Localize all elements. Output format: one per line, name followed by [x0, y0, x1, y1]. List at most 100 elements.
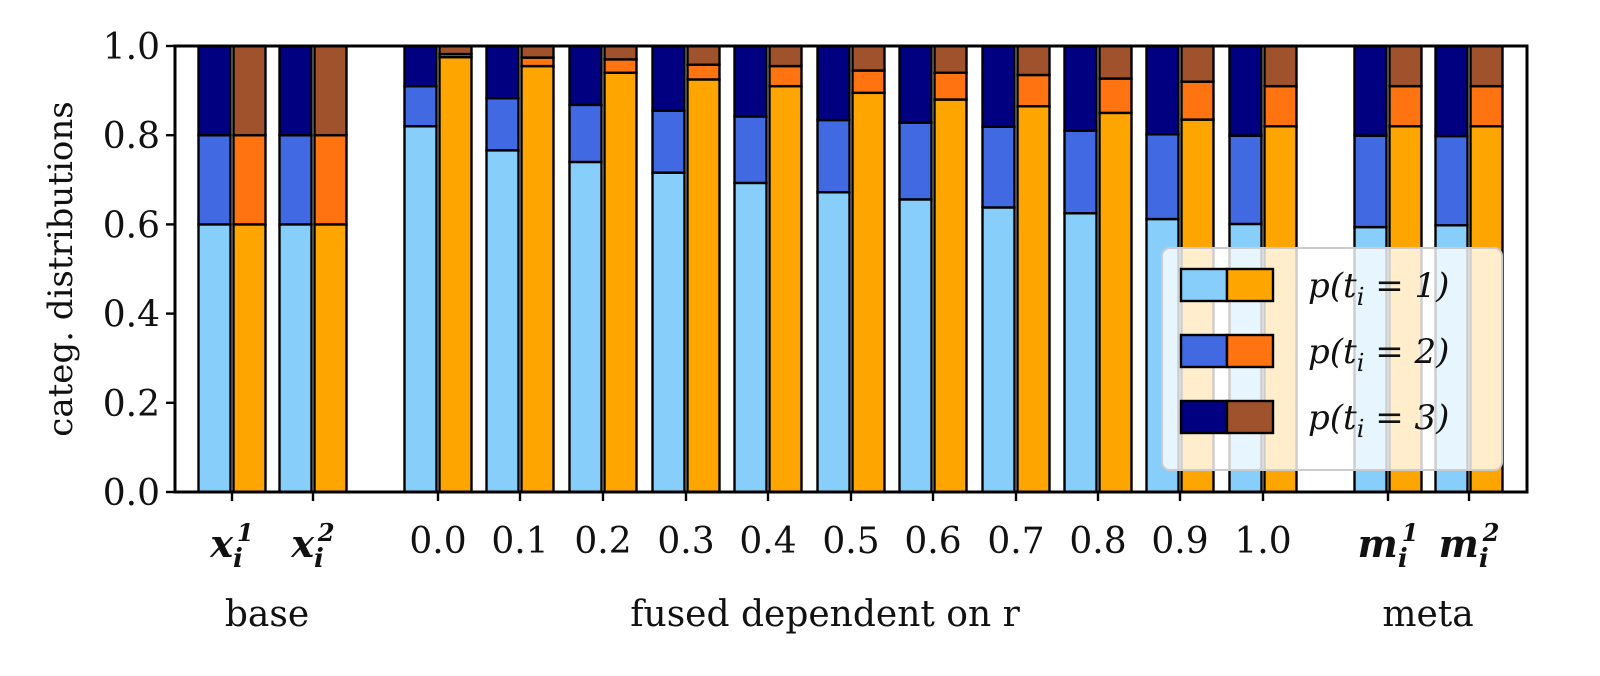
bar-segment-g0-right-t2	[232, 133, 267, 226]
bar-segment-g11-left-t3	[1145, 44, 1180, 136]
x-tick-label-main: m	[1439, 521, 1479, 566]
bar-segment-g3-right-t2	[520, 56, 555, 68]
x-tick-label: 0.3	[657, 521, 714, 562]
legend-label-tail: = 3)	[1364, 398, 1449, 438]
bar-segment-g0-left-t3	[197, 44, 232, 137]
bar-segment-g2-left-t1	[403, 125, 438, 494]
x-tick-label: 0.9	[1151, 521, 1208, 562]
y-axis-label: categ. distributions	[41, 101, 81, 436]
bar-segment-g1-left-t1	[278, 223, 313, 494]
legend-label-text: p(t	[1308, 266, 1357, 306]
bar-segment-g8-right-t2	[933, 71, 968, 101]
legend-swatch-left-1	[1179, 267, 1229, 303]
bar-segment-g6-left-t2	[733, 115, 768, 185]
bar-segment-g14-right-t3	[1469, 44, 1504, 88]
legend-label-tail: = 1)	[1364, 266, 1449, 306]
bar-segment-g7-right-t3	[851, 44, 886, 72]
bar-segment-g2-left-t2	[403, 84, 438, 128]
bar-segment-g9-right-t1	[1016, 105, 1051, 494]
bar-segment-g5-left-t3	[651, 44, 686, 112]
x-tick-label-sup: 1	[237, 518, 254, 547]
legend-swatch-right-3	[1225, 399, 1275, 435]
x-tick-label-sub: i	[1398, 544, 1408, 574]
bar-segment-g4-right-t1	[603, 71, 638, 494]
bar-segment-g0-left-t1	[197, 223, 232, 494]
x-tick-label: 0.7	[987, 521, 1044, 562]
bar-segment-g12-left-t2	[1228, 134, 1263, 226]
bar-segment-g11-left-t2	[1145, 133, 1180, 221]
bar-segment-g1-right-t1	[313, 223, 348, 494]
bar-segment-g5-right-t2	[686, 63, 721, 81]
y-tick-label: 0.0	[103, 473, 160, 514]
x-tick-label: 0.1	[491, 521, 548, 562]
y-tick-label: 0.4	[103, 295, 160, 336]
bar-segment-g3-left-t3	[485, 44, 520, 100]
x-tick-label: 0.2	[574, 521, 631, 562]
bar-segment-g9-left-t1	[981, 206, 1016, 494]
bar-segment-g3-left-t1	[485, 149, 520, 494]
legend-swatch-right-1	[1225, 267, 1275, 303]
section-label-fused: fused dependent on r	[630, 594, 1020, 635]
x-tick-label: mi2	[1439, 518, 1500, 574]
bar-segment-g4-left-t2	[568, 103, 603, 164]
legend-label-2: p(ti = 2)	[1308, 332, 1449, 377]
x-tick-label-sup: 1	[1402, 518, 1419, 547]
bar-segment-g13-right-t2	[1388, 84, 1423, 128]
bar-segment-g14-right-t2	[1469, 84, 1504, 128]
bar-segment-g2-right-t1	[438, 55, 473, 494]
bar-segment-g5-left-t2	[651, 109, 686, 174]
bar-segment-g12-left-t3	[1228, 44, 1263, 137]
bar-segment-g6-left-t3	[733, 44, 768, 118]
bar-segment-g11-right-t3	[1180, 44, 1215, 83]
legend-label-text: p(t	[1308, 398, 1357, 438]
y-tick-label: 1.0	[103, 27, 160, 68]
section-label-base: base	[225, 594, 309, 635]
bar-segment-g7-left-t3	[816, 44, 851, 122]
legend-label-3: p(ti = 3)	[1308, 398, 1449, 443]
y-tick-label: 0.6	[103, 205, 160, 246]
bar-segment-g4-left-t1	[568, 160, 603, 494]
x-tick-label-sub: i	[314, 544, 324, 574]
y-tick-label: 0.8	[103, 116, 160, 157]
bar-segment-g9-right-t2	[1016, 73, 1051, 108]
bar-segment-g10-right-t1	[1098, 111, 1133, 494]
legend-swatch-left-2	[1179, 333, 1229, 369]
bar-segment-g13-right-t3	[1388, 44, 1423, 88]
bar-segment-g12-right-t2	[1263, 84, 1298, 128]
bar-segment-g8-left-t1	[898, 198, 933, 494]
bar-segment-g6-left-t1	[733, 181, 768, 494]
x-tick-label: 0.5	[822, 521, 879, 562]
bar-segment-g10-left-t1	[1063, 212, 1098, 494]
section-label-meta: meta	[1382, 594, 1473, 635]
bar-segment-g5-right-t1	[686, 78, 721, 494]
legend-label-subscript: i	[1357, 283, 1365, 311]
bar-segment-g8-left-t3	[898, 44, 933, 124]
x-tick-label: xi1	[209, 518, 253, 574]
bar-segment-g4-left-t3	[568, 44, 603, 107]
bar-segment-g6-right-t3	[768, 44, 803, 68]
bar-segment-g13-left-t2	[1353, 134, 1388, 229]
x-tick-label-sub: i	[233, 544, 243, 574]
x-tick-label-main: x	[290, 521, 315, 566]
bar-segment-g10-left-t2	[1063, 129, 1098, 215]
legend-label-1: p(ti = 1)	[1308, 266, 1449, 311]
bar-segment-g1-left-t2	[278, 133, 313, 226]
bar-segment-g1-right-t2	[313, 133, 348, 226]
bar-segment-g5-left-t1	[651, 171, 686, 494]
x-tick-label-sup: 2	[1482, 518, 1500, 547]
x-tick-label: 0.8	[1069, 521, 1126, 562]
bar-segment-g12-right-t3	[1263, 44, 1298, 88]
bar-segment-g3-right-t1	[520, 64, 555, 494]
legend-label-subscript: i	[1357, 349, 1365, 377]
bar-segment-g7-left-t1	[816, 191, 851, 494]
x-tick-label: mi1	[1358, 518, 1419, 574]
bar-segment-g7-right-t2	[851, 69, 886, 95]
x-tick-label: xi2	[290, 518, 334, 574]
x-tick-label: 1.0	[1234, 521, 1291, 562]
bar-segment-g8-right-t3	[933, 44, 968, 74]
bar-segment-g8-left-t2	[898, 121, 933, 201]
bar-segment-g9-left-t3	[981, 44, 1016, 128]
legend-label-tail: = 2)	[1364, 332, 1449, 372]
bar-segment-g7-left-t2	[816, 118, 851, 194]
